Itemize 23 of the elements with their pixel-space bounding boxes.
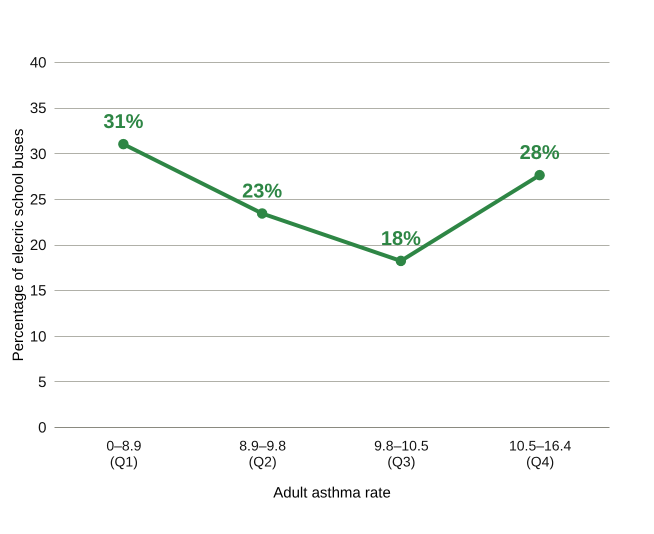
y-tick-label: 35 — [30, 100, 46, 118]
point — [256, 208, 268, 219]
point — [534, 170, 545, 180]
y-tick-label: 25 — [30, 191, 46, 208]
y-tick-label: 30 — [30, 146, 46, 163]
x-tick-label: 0–8.9 (Q1) — [106, 438, 142, 470]
y-tick-label: 20 — [30, 237, 46, 254]
point — [396, 256, 406, 266]
x-axis-title: Adult asthma rate — [273, 484, 391, 502]
y-tick-label: 0 — [38, 420, 46, 436]
data-label: 28% — [520, 142, 560, 164]
data-label: 23% — [242, 180, 282, 202]
y-axis-title: Percentage of elecric school buses — [10, 128, 27, 362]
y-tick-label: 40 — [30, 54, 46, 72]
data-label: 18% — [380, 228, 422, 250]
y-tick-label: 15 — [30, 282, 46, 300]
y-tick-label: 10 — [30, 328, 46, 346]
x-tick-label: 10.5–16.4 (Q4) — [508, 438, 572, 470]
y-tick-label: 5 — [38, 374, 46, 391]
x-tick-label: 9.8–10.5 (Q3) — [374, 438, 429, 470]
x-tick-label: 8.9–9.8 (Q2) — [239, 438, 286, 470]
point — [118, 138, 129, 150]
data-label: 31% — [103, 111, 144, 134]
